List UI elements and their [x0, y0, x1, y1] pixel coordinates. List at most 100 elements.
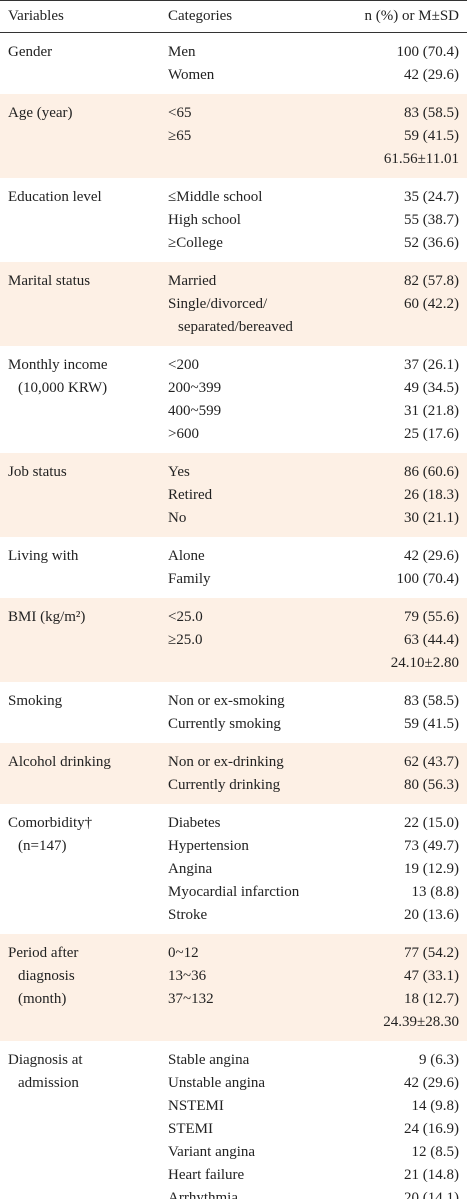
- variable-label: Age (year): [8, 104, 73, 121]
- category-label: Angina: [168, 860, 213, 877]
- category-label: Single/divorced/: [168, 295, 268, 312]
- category-label: Family: [168, 570, 211, 587]
- category-label: Variant angina: [168, 1143, 256, 1160]
- row-shade: [0, 934, 467, 1041]
- value-cell: 25 (17.6): [404, 425, 459, 442]
- category-label: NSTEMI: [168, 1097, 224, 1114]
- header-cell: Categories: [168, 8, 233, 24]
- variable-label: admission: [18, 1074, 79, 1091]
- category-label: Alone: [168, 547, 205, 564]
- row-shade: [0, 453, 467, 537]
- value-cell: 20 (14.1): [404, 1189, 459, 1199]
- value-cell: 30 (21.1): [404, 509, 459, 526]
- category-label: <65: [168, 104, 192, 121]
- variable-label: diagnosis: [18, 967, 75, 984]
- value-cell: 73 (49.7): [404, 837, 459, 854]
- value-cell: 86 (60.6): [404, 463, 459, 480]
- row-shade: [0, 94, 467, 178]
- value-cell: 18 (12.7): [404, 990, 459, 1007]
- category-label: <200: [168, 356, 199, 373]
- value-cell: 42 (29.6): [404, 547, 459, 564]
- category-label: 400~599: [168, 402, 222, 419]
- value-cell: 62 (43.7): [404, 753, 459, 770]
- variable-label: Living with: [8, 547, 79, 564]
- value-cell: 77 (54.2): [404, 944, 459, 961]
- value-cell: 83 (58.5): [404, 104, 459, 121]
- header-rule: [0, 32, 467, 33]
- value-cell: 12 (8.5): [411, 1143, 460, 1160]
- value-cell: 24.10±2.80: [390, 654, 459, 671]
- category-label: Retired: [168, 486, 213, 503]
- variable-label: Gender: [8, 43, 53, 60]
- value-cell: 9 (6.3): [419, 1051, 459, 1068]
- category-label: Non or ex-smoking: [168, 692, 285, 709]
- value-cell: 52 (36.6): [404, 234, 459, 251]
- value-cell: 80 (56.3): [404, 776, 459, 793]
- value-cell: 20 (13.6): [404, 906, 459, 923]
- variable-label: (month): [18, 990, 67, 1007]
- value-cell: 61.56±11.01: [383, 150, 459, 167]
- value-cell: 14 (9.8): [411, 1097, 460, 1114]
- category-label: Currently smoking: [168, 715, 281, 732]
- category-label: 13~36: [168, 967, 207, 984]
- value-cell: 82 (57.8): [404, 272, 459, 289]
- variable-label: (n=147): [18, 837, 67, 854]
- category-label: Yes: [168, 463, 190, 480]
- category-label: Myocardial infarction: [168, 883, 300, 900]
- variable-label: (10,000 KRW): [18, 379, 108, 396]
- value-cell: 63 (44.4): [404, 631, 459, 648]
- variable-label: Diagnosis at: [8, 1051, 83, 1068]
- value-cell: 79 (55.6): [404, 608, 459, 625]
- category-label: No: [168, 509, 187, 526]
- category-label: Non or ex-drinking: [168, 753, 284, 770]
- value-cell: 24 (16.9): [404, 1120, 459, 1137]
- category-label: 0~12: [168, 944, 199, 961]
- category-label: High school: [168, 211, 241, 228]
- category-label: <25.0: [168, 608, 203, 625]
- category-label: Married: [168, 272, 217, 289]
- category-label: Women: [168, 66, 215, 83]
- value-cell: 60 (42.2): [404, 295, 459, 312]
- value-cell: 59 (41.5): [404, 127, 459, 144]
- value-cell: 35 (24.7): [404, 188, 459, 205]
- value-cell: 42 (29.6): [404, 66, 459, 83]
- value-cell: 22 (15.0): [404, 814, 459, 831]
- category-label: Stable angina: [168, 1051, 250, 1068]
- value-cell: 21 (14.8): [404, 1166, 459, 1183]
- variable-label: Job status: [8, 463, 67, 480]
- category-label: Men: [168, 43, 196, 60]
- category-label: STEMI: [168, 1120, 213, 1137]
- variable-label: Monthly income: [8, 356, 108, 373]
- category-label: ≥65: [168, 127, 192, 144]
- value-cell: 24.39±28.30: [383, 1013, 459, 1030]
- value-cell: 83 (58.5): [404, 692, 459, 709]
- variable-label: Period after: [8, 944, 79, 961]
- category-label: ≥25.0: [168, 631, 203, 648]
- category-label: 37~132: [168, 990, 214, 1007]
- variable-label: Marital status: [8, 272, 91, 289]
- value-cell: 49 (34.5): [404, 379, 459, 396]
- category-label: Arrhythmia: [168, 1189, 238, 1199]
- variable-label: Alcohol drinking: [8, 753, 111, 770]
- category-label: ≥College: [168, 234, 223, 251]
- variable-label: Education level: [8, 188, 102, 205]
- row-shade: [0, 598, 467, 682]
- variable-label: Comorbidity†: [8, 814, 93, 831]
- category-label: >600: [168, 425, 199, 442]
- value-cell: 31 (21.8): [404, 402, 459, 419]
- value-cell: 100 (70.4): [396, 43, 460, 60]
- value-cell: 42 (29.6): [404, 1074, 459, 1091]
- variable-label: Smoking: [8, 692, 63, 709]
- category-label: separated/bereaved: [178, 318, 293, 335]
- category-label: Heart failure: [168, 1166, 245, 1183]
- value-cell: 37 (26.1): [404, 356, 459, 373]
- variable-label: BMI (kg/m²): [8, 608, 86, 625]
- category-label: 200~399: [168, 379, 222, 396]
- category-label: Unstable angina: [168, 1074, 266, 1091]
- row-shade: [0, 743, 467, 804]
- row-shade: [0, 262, 467, 346]
- header-cell: Variables: [8, 8, 64, 24]
- category-label: Stroke: [168, 906, 208, 923]
- header-cell: n (%) or M±SD: [364, 8, 459, 24]
